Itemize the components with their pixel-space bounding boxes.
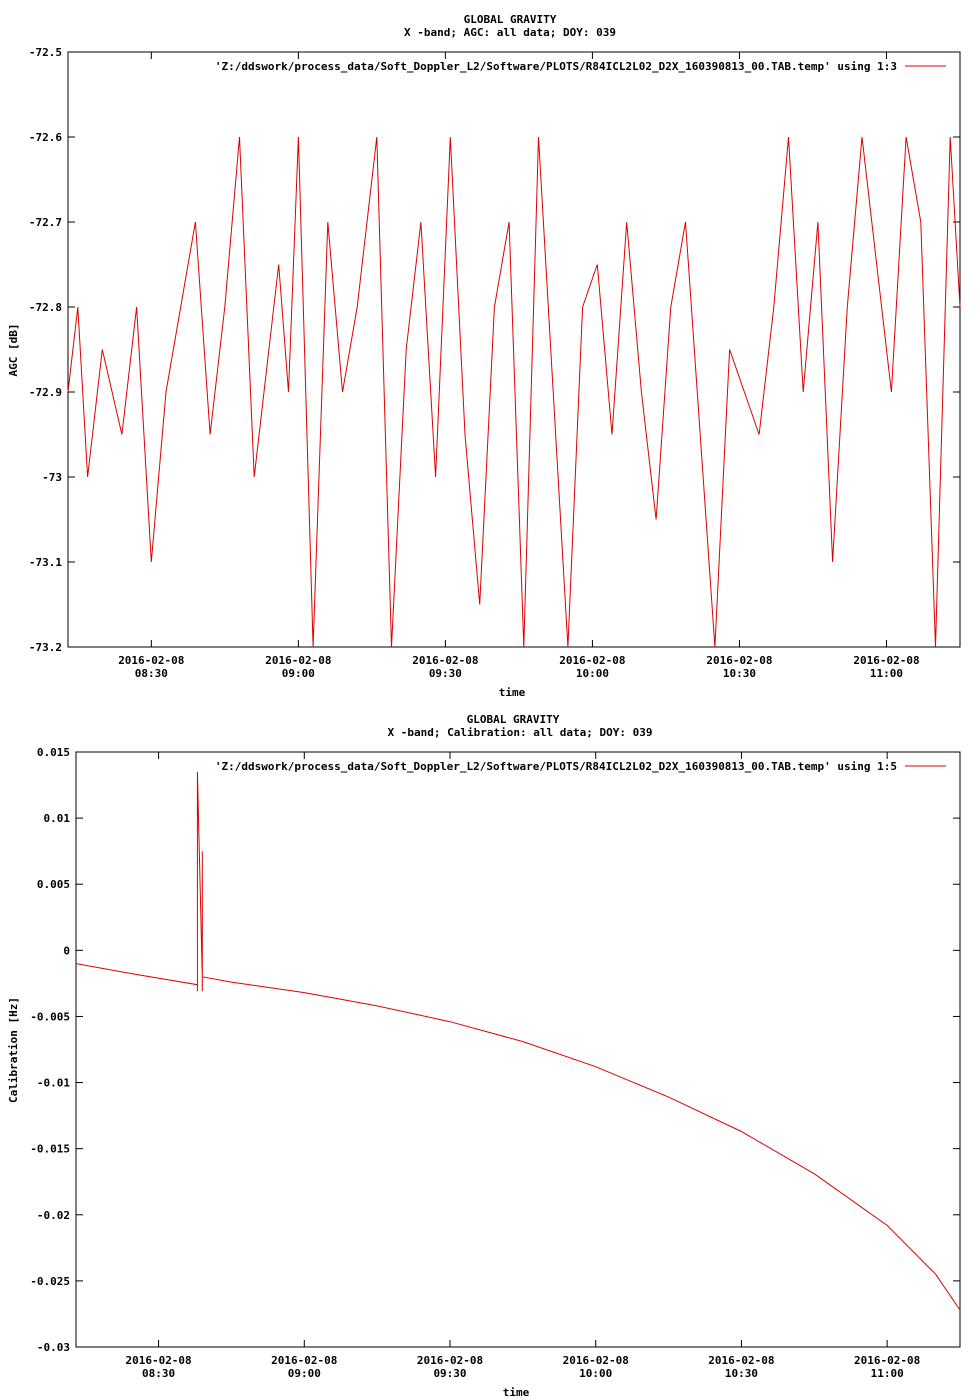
x-tick-label-time: 11:00: [871, 1367, 904, 1380]
x-tick-label-time: 08:30: [135, 667, 168, 680]
y-tick-label: -0.03: [37, 1341, 70, 1354]
x-tick-label-date: 2016-02-08: [559, 654, 625, 667]
chart-subtitle: X -band; Calibration: all data; DOY: 039: [388, 726, 653, 739]
y-tick-label: -73.1: [29, 556, 62, 569]
x-tick-label-date: 2016-02-08: [271, 1354, 337, 1367]
plot-frame: [75, 751, 961, 1348]
y-tick-label: -72.9: [29, 386, 62, 399]
y-tick-label: -0.02: [37, 1209, 70, 1222]
x-tick-label-time: 10:00: [576, 667, 609, 680]
x-tick-label-date: 2016-02-08: [265, 654, 331, 667]
legend-label: 'Z:/ddswork/process_data/Soft_Doppler_L2…: [215, 760, 897, 773]
x-tick-label-date: 2016-02-08: [706, 654, 772, 667]
y-tick-label: -0.025: [30, 1275, 70, 1288]
x-axis-label: time: [503, 1386, 530, 1399]
y-tick-label: -0.015: [30, 1143, 70, 1156]
y-tick-label: 0: [63, 944, 70, 957]
y-tick-label: 0.015: [37, 746, 70, 759]
y-tick-label: -72.6: [29, 131, 62, 144]
series-group: [67, 136, 961, 648]
x-tick-label-date: 2016-02-08: [118, 654, 184, 667]
y-tick-label: 0.01: [44, 812, 71, 825]
y-tick-label: -73.2: [29, 641, 62, 654]
x-tick-label-date: 2016-02-08: [853, 654, 919, 667]
y-tick-label: -73: [42, 471, 62, 484]
x-tick-label-time: 10:00: [579, 1367, 612, 1380]
plot-frame: [67, 51, 961, 648]
y-tick-label: -72.5: [29, 46, 62, 59]
y-tick-label: -0.01: [37, 1077, 70, 1090]
x-tick-label-time: 10:30: [723, 667, 756, 680]
x-tick-label-time: 11:00: [870, 667, 903, 680]
x-tick-label-date: 2016-02-08: [412, 654, 478, 667]
agc-chart: GLOBAL GRAVITY X -band; AGC: all data; D…: [7, 13, 961, 699]
x-tick-label-time: 09:00: [282, 667, 315, 680]
x-tick-label-time: 09:30: [429, 667, 462, 680]
y-tick-label: 0.005: [37, 878, 70, 891]
tick-group: 0.015 0.01 0.005 0 -0.005 -0.01 -0.015 -0.02 -0.…: [30, 746, 960, 1380]
x-tick-label-date: 2016-02-08: [125, 1354, 191, 1367]
chart-title: GLOBAL GRAVITY: [464, 13, 557, 26]
x-tick-label-time: 09:00: [288, 1367, 321, 1380]
series-line: [67, 136, 961, 648]
x-tick-label-date: 2016-02-08: [563, 1354, 629, 1367]
tick-group: -72.5 -72.6 -72.7 -72.8 -72.9 -73 -73.1 -73.2 20…: [29, 46, 960, 680]
legend-label: 'Z:/ddswork/process_data/Soft_Doppler_L2…: [215, 60, 897, 73]
chart-subtitle: X -band; AGC: all data; DOY: 039: [404, 26, 616, 39]
y-tick-label: -0.005: [30, 1010, 70, 1023]
y-tick-label: -72.7: [29, 216, 62, 229]
x-axis-label: time: [499, 686, 526, 699]
chart-title: GLOBAL GRAVITY: [467, 713, 560, 726]
y-axis-label: Calibration [Hz]: [7, 997, 20, 1103]
series-line: [75, 771, 961, 1311]
x-tick-label-date: 2016-02-08: [708, 1354, 774, 1367]
calibration-chart: GLOBAL GRAVITY X -band; Calibration: all…: [7, 713, 961, 1399]
series-group: [75, 771, 961, 1311]
x-tick-label-time: 10:30: [725, 1367, 758, 1380]
x-tick-label-time: 08:30: [142, 1367, 175, 1380]
x-tick-label-date: 2016-02-08: [854, 1354, 920, 1367]
y-axis-label: AGC [dB]: [7, 324, 20, 377]
x-tick-label-time: 09:30: [433, 1367, 466, 1380]
y-tick-label: -72.8: [29, 301, 62, 314]
x-tick-label-date: 2016-02-08: [417, 1354, 483, 1367]
